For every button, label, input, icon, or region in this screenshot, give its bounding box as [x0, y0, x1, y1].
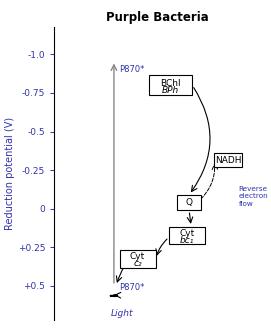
Text: Q: Q — [186, 198, 193, 207]
Text: NADH: NADH — [215, 156, 241, 165]
Y-axis label: Reduction potential (V): Reduction potential (V) — [5, 117, 15, 230]
Text: P870*: P870* — [119, 65, 144, 74]
FancyBboxPatch shape — [214, 153, 242, 167]
Text: c₂: c₂ — [133, 259, 142, 268]
Text: Cyt: Cyt — [130, 252, 145, 261]
FancyBboxPatch shape — [120, 250, 156, 268]
Text: Cyt: Cyt — [179, 229, 195, 238]
Text: BPh: BPh — [162, 86, 179, 95]
Text: bc₁: bc₁ — [180, 236, 194, 245]
Text: Light: Light — [111, 309, 133, 318]
Text: BChl: BChl — [160, 79, 181, 88]
Text: P870*: P870* — [119, 283, 144, 292]
FancyBboxPatch shape — [169, 227, 205, 244]
Title: Purple Bacteria: Purple Bacteria — [106, 11, 209, 24]
FancyBboxPatch shape — [177, 195, 201, 210]
Text: Reverse
electron
flow: Reverse electron flow — [238, 186, 268, 207]
FancyBboxPatch shape — [149, 75, 192, 95]
